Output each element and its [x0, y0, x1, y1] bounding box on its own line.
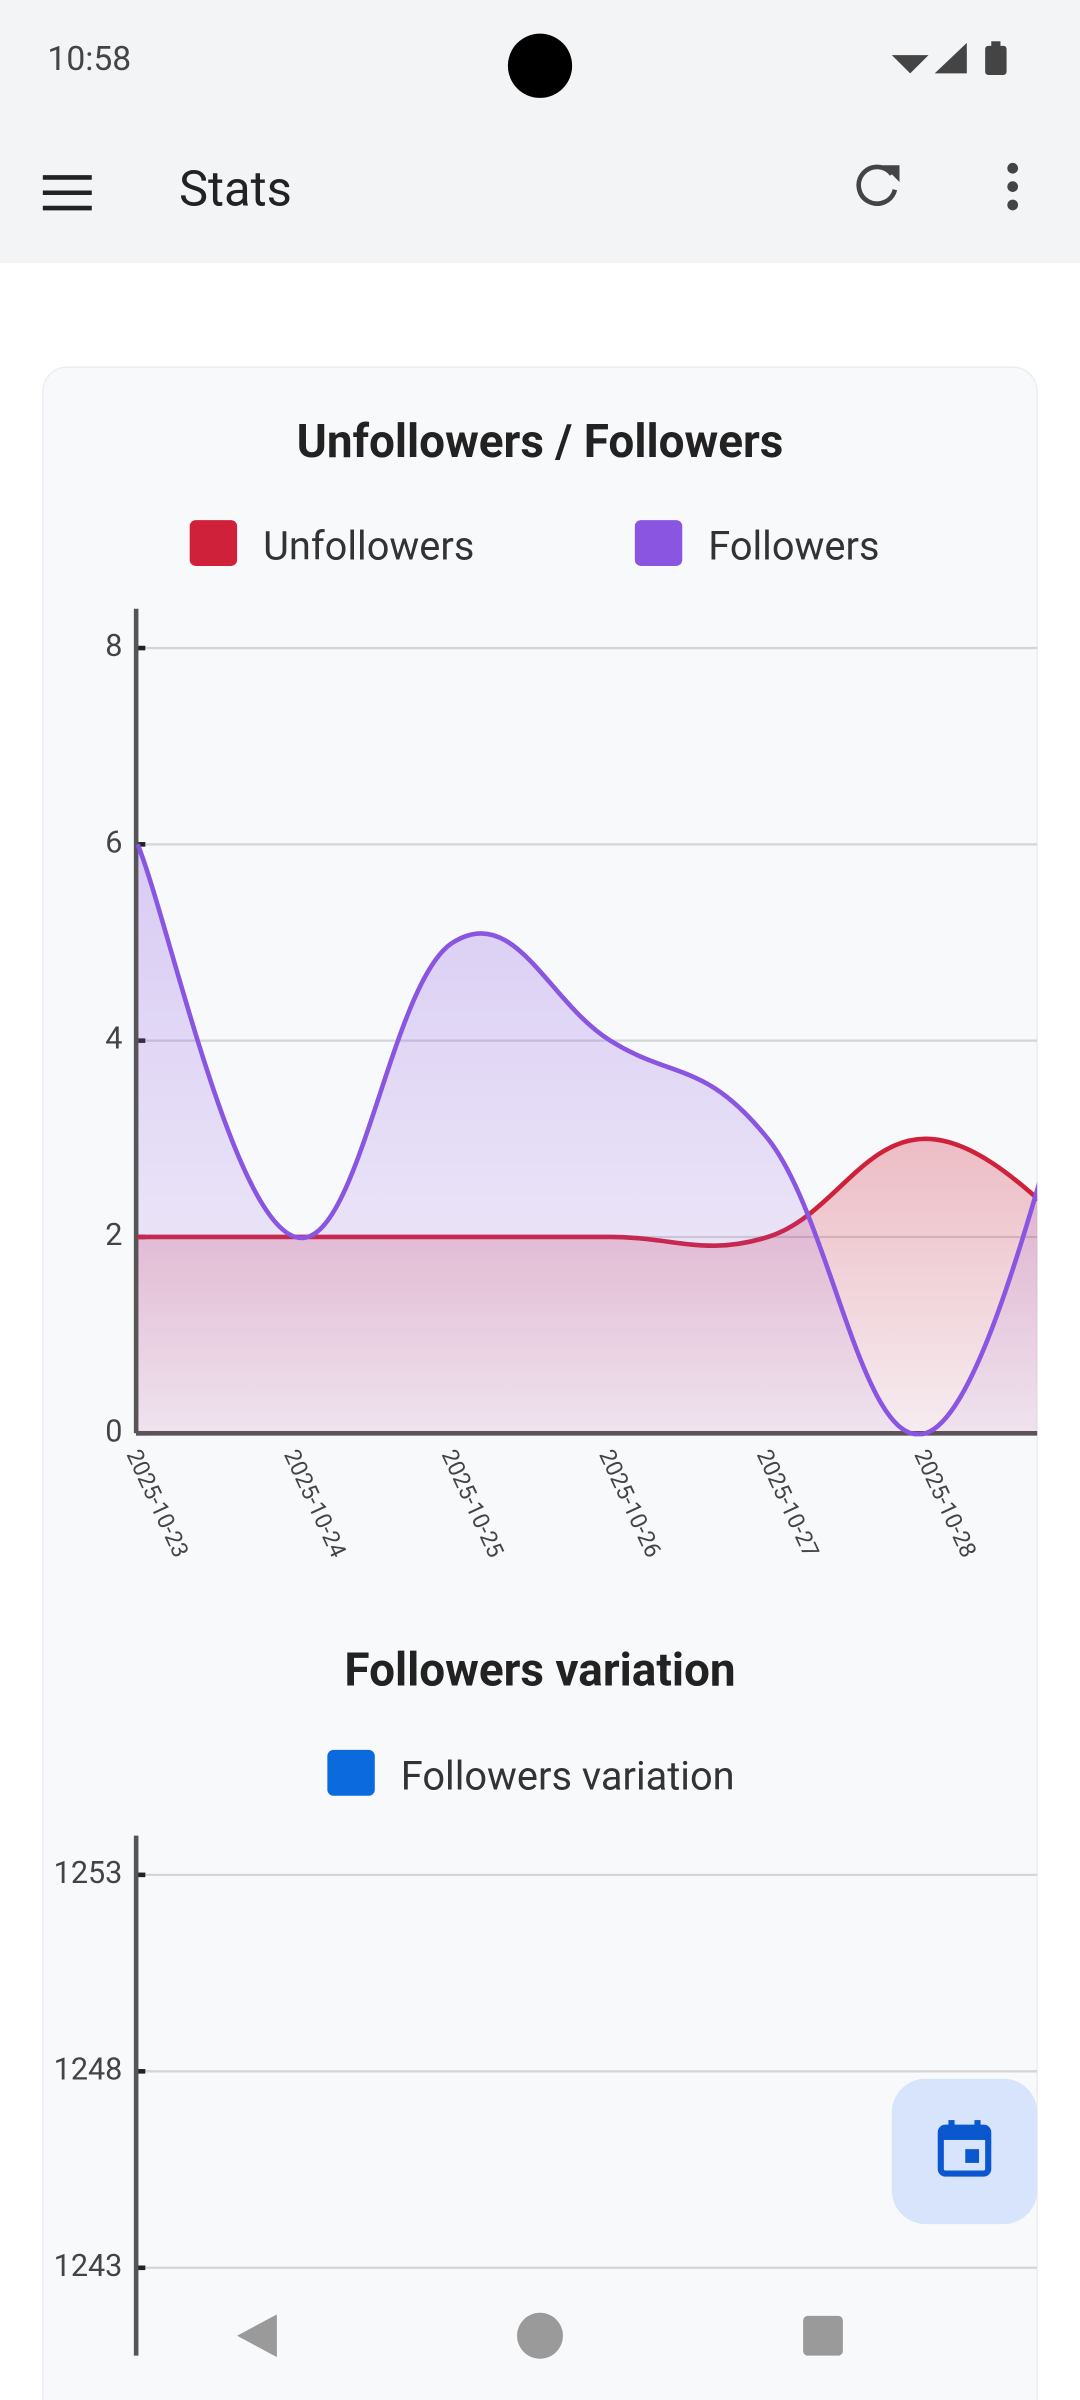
legend-swatch: [634, 520, 683, 566]
app-title: Stats: [179, 161, 292, 218]
calendar-fab[interactable]: [891, 2078, 1038, 2225]
nav-home[interactable]: [517, 2312, 563, 2359]
chart: Unfollowers / Followers Unfollowers Follow…: [105, 415, 1080, 1562]
y-tick-label: 8: [105, 629, 122, 664]
x-tick-label: 2025-10-29: [1066, 1445, 1080, 1561]
chart-title: Followers variation: [344, 1644, 735, 1698]
camera: [507, 33, 573, 98]
nav-bar: [237, 2312, 843, 2359]
status-icons: [891, 41, 1007, 75]
nav-recents[interactable]: [803, 2315, 843, 2356]
legend-label: Followers variation: [401, 1752, 735, 1799]
refresh-button[interactable]: [856, 164, 900, 206]
more-button[interactable]: [1007, 162, 1019, 211]
legend-label: Followers: [708, 523, 879, 570]
legend-swatch: [189, 520, 238, 566]
plot-area: [136, 843, 1038, 1437]
charts: Unfollowers / Followers Unfollowers Follow…: [54, 415, 1080, 2356]
chart-title: Unfollowers / Followers: [297, 415, 784, 469]
y-tick-label: 1248: [54, 2052, 123, 2087]
y-tick-label: 2: [105, 1218, 122, 1253]
y-tick-label: 1243: [54, 2249, 123, 2284]
menu-button[interactable]: [42, 175, 92, 211]
y-tick-label: 4: [105, 1022, 122, 1057]
grid: [136, 1873, 1038, 2269]
legend-label: Unfollowers: [263, 523, 474, 570]
legend-swatch: [327, 1749, 375, 1796]
nav-back[interactable]: [237, 2314, 277, 2358]
y-tick-label: 1253: [54, 1856, 123, 1891]
series-area: [137, 844, 1038, 1435]
y-tick-label: 6: [105, 825, 122, 860]
chart: Followers variation Followers variation 12…: [54, 1644, 1038, 2356]
y-tick-label: 0: [105, 1414, 122, 1449]
series-line: [136, 843, 1038, 1437]
status-time: 10:58: [47, 40, 131, 79]
